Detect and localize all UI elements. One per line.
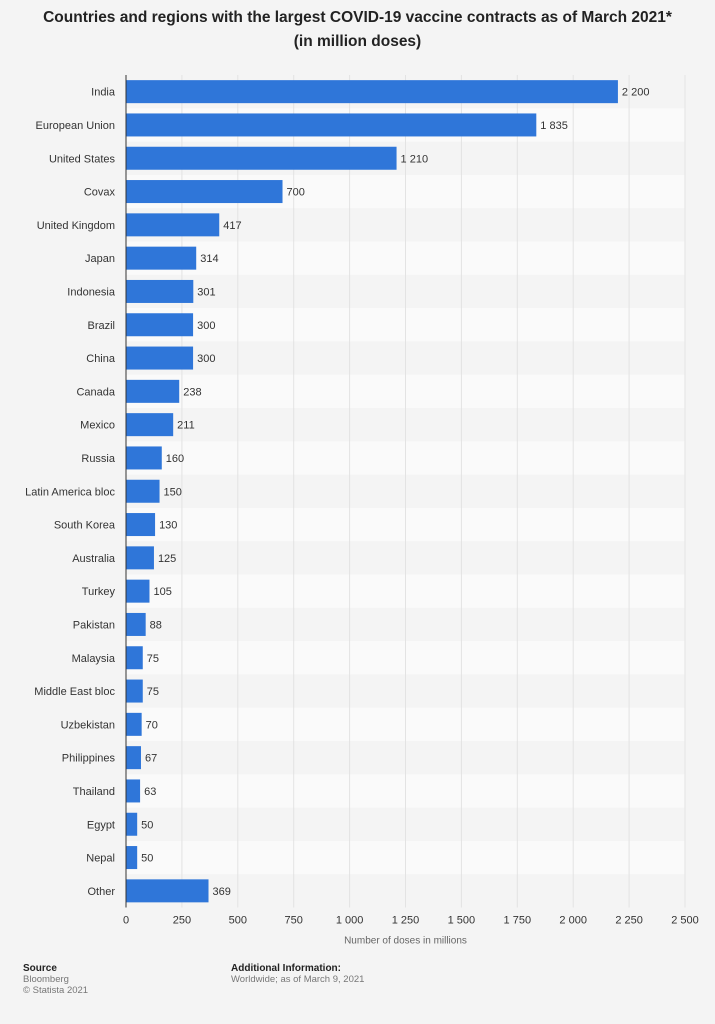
- value-label: 300: [197, 353, 215, 365]
- value-label: 50: [141, 819, 153, 831]
- value-label: 125: [158, 553, 176, 565]
- copyright-text: © Statista 2021: [23, 985, 89, 996]
- bar: [126, 80, 618, 104]
- value-label: 63: [144, 786, 156, 798]
- x-tick-label: 1 000: [336, 915, 364, 927]
- category-label: Brazil: [87, 320, 115, 332]
- value-label: 301: [197, 286, 215, 298]
- bar: [126, 180, 283, 204]
- category-label: India: [91, 87, 116, 99]
- category-label: Indonesia: [67, 286, 116, 298]
- value-label: 211: [177, 420, 195, 432]
- source-heading: Source: [23, 963, 57, 974]
- bar: [126, 479, 160, 503]
- x-tick-label: 2 250: [615, 915, 643, 927]
- value-label: 238: [183, 386, 201, 398]
- bar: [126, 846, 138, 870]
- bar: [126, 213, 220, 237]
- value-label: 75: [147, 686, 159, 698]
- bar: [126, 746, 141, 770]
- value-label: 369: [213, 886, 231, 898]
- category-label: Canada: [76, 386, 115, 398]
- value-label: 1 210: [401, 153, 429, 165]
- x-tick-label: 2 000: [559, 915, 587, 927]
- bar: [126, 579, 150, 603]
- bar: [126, 646, 143, 670]
- value-label: 50: [141, 853, 153, 865]
- additional-info-text: Worldwide; as of March 9, 2021: [231, 974, 365, 985]
- category-label: Malaysia: [72, 653, 116, 665]
- chart-title-line-1: Countries and regions with the largest C…: [43, 9, 672, 26]
- category-label: Russia: [81, 453, 116, 465]
- x-tick-label: 1 250: [392, 915, 420, 927]
- value-label: 160: [166, 453, 184, 465]
- value-label: 67: [145, 753, 157, 765]
- bar: [126, 279, 194, 303]
- category-label: Pakistan: [73, 619, 115, 631]
- value-label: 417: [223, 220, 241, 232]
- bar: [126, 113, 537, 137]
- value-label: 70: [146, 719, 158, 731]
- x-axis-label: Number of doses in millions: [344, 936, 467, 947]
- x-tick-label: 1 500: [448, 915, 476, 927]
- category-label: Australia: [72, 553, 116, 565]
- bar: [126, 879, 209, 903]
- bar: [126, 679, 143, 703]
- bar: [126, 546, 154, 570]
- bar: [126, 712, 142, 736]
- category-label: Thailand: [73, 786, 115, 798]
- value-label: 105: [153, 586, 171, 598]
- category-label: United Kingdom: [37, 220, 115, 232]
- x-tick-label: 750: [285, 915, 303, 927]
- additional-info-heading: Additional Information:: [231, 963, 341, 974]
- bar: [126, 779, 141, 803]
- category-label: European Union: [35, 120, 115, 132]
- x-tick-label: 250: [173, 915, 191, 927]
- bar: [126, 446, 162, 470]
- category-label: Japan: [85, 253, 115, 265]
- x-tick-label: 1 750: [504, 915, 532, 927]
- bar: [126, 413, 174, 437]
- value-label: 130: [159, 520, 177, 532]
- x-tick-label: 0: [123, 915, 129, 927]
- category-label: Mexico: [80, 420, 115, 432]
- category-label: Other: [87, 886, 115, 898]
- source-name: Bloomberg: [23, 974, 69, 985]
- bar: [126, 313, 194, 337]
- category-label: United States: [49, 153, 116, 165]
- bar: [126, 379, 180, 403]
- value-label: 75: [147, 653, 159, 665]
- bar-chart: India 2 200 European Union 1 835 United Stat…: [25, 75, 699, 947]
- value-label: 150: [164, 486, 182, 498]
- x-tick-label: 2 500: [671, 915, 699, 927]
- chart-title: Countries and regions with the largest C…: [20, 6, 695, 54]
- value-label: 314: [200, 253, 218, 265]
- bar: [126, 513, 156, 537]
- bar: [126, 612, 146, 636]
- category-label: Egypt: [87, 819, 115, 831]
- category-label: Nepal: [86, 853, 115, 865]
- value-label: 300: [197, 320, 215, 332]
- category-label: Latin America bloc: [25, 486, 115, 498]
- category-label: Philippines: [62, 753, 116, 765]
- value-label: 2 200: [622, 87, 650, 99]
- category-label: South Korea: [54, 520, 116, 532]
- bar: [126, 346, 194, 370]
- bar: [126, 146, 397, 170]
- category-label: China: [86, 353, 116, 365]
- source-block: Source Bloomberg © Statista 2021: [23, 963, 88, 996]
- category-label: Turkey: [82, 586, 116, 598]
- x-tick-label: 500: [229, 915, 247, 927]
- category-label: Middle East bloc: [34, 686, 115, 698]
- value-label: 1 835: [540, 120, 568, 132]
- chart-title-line-2: (in million doses): [293, 33, 422, 50]
- value-label: 88: [150, 619, 162, 631]
- value-label: 700: [287, 187, 305, 199]
- category-label: Covax: [84, 187, 116, 199]
- additional-info-block: Additional Information: Worldwide; as of…: [231, 963, 364, 985]
- bar: [126, 812, 138, 836]
- category-label: Uzbekistan: [61, 719, 115, 731]
- bar: [126, 246, 197, 270]
